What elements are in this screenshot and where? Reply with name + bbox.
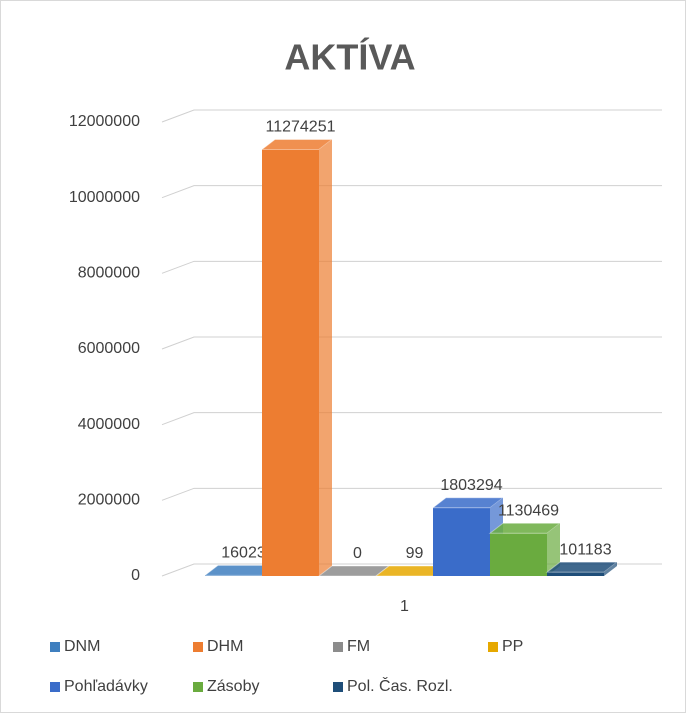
y-tick-label: 0 (131, 567, 140, 584)
legend-label: Pol. Čas. Rozl. (347, 676, 453, 695)
x-tick-label: 1 (400, 598, 409, 615)
grid-line (161, 260, 662, 274)
data-label: 0 (353, 545, 362, 562)
bar-front (490, 533, 547, 576)
legend-label: PP (502, 638, 523, 655)
data-label: 1130469 (498, 502, 559, 519)
legend-label: Zásoby (207, 678, 259, 695)
bar-front (262, 149, 319, 576)
y-tick-label: 12000000 (69, 113, 140, 130)
y-tick-label: 6000000 (78, 340, 140, 357)
legend-swatch (50, 682, 60, 692)
bar-side (547, 523, 560, 576)
legend-swatch (193, 682, 203, 692)
legend-swatch (488, 642, 498, 652)
legend-label: FM (347, 638, 370, 655)
grid-line (161, 109, 662, 123)
grid-line (161, 412, 662, 426)
y-tick-label: 2000000 (78, 492, 140, 509)
legend-label: DHM (207, 638, 243, 655)
y-tick-label: 8000000 (78, 265, 140, 282)
bar-side (319, 139, 332, 576)
grid-line (161, 487, 662, 501)
legend-label: DNM (64, 638, 100, 655)
y-tick-label: 10000000 (69, 189, 140, 206)
data-label: 11274251 (266, 119, 336, 136)
chart-title: AKTÍVA (284, 37, 415, 78)
bar-front (433, 507, 490, 576)
legend-swatch (333, 682, 343, 692)
y-tick-label: 4000000 (78, 416, 140, 433)
bar-front (547, 572, 604, 576)
data-label: 99 (406, 545, 424, 562)
data-label: 101183 (559, 541, 611, 558)
legend-swatch (193, 642, 203, 652)
legend-swatch (333, 642, 343, 652)
bar-side (604, 562, 617, 576)
legend-label: Pohľadávky (64, 678, 148, 695)
grid-line (161, 336, 662, 350)
grid-line (161, 185, 662, 199)
legend-swatch (50, 642, 60, 652)
bar-front (205, 575, 262, 576)
data-label: 1803294 (440, 477, 502, 494)
data-label: 16023 (221, 545, 266, 562)
